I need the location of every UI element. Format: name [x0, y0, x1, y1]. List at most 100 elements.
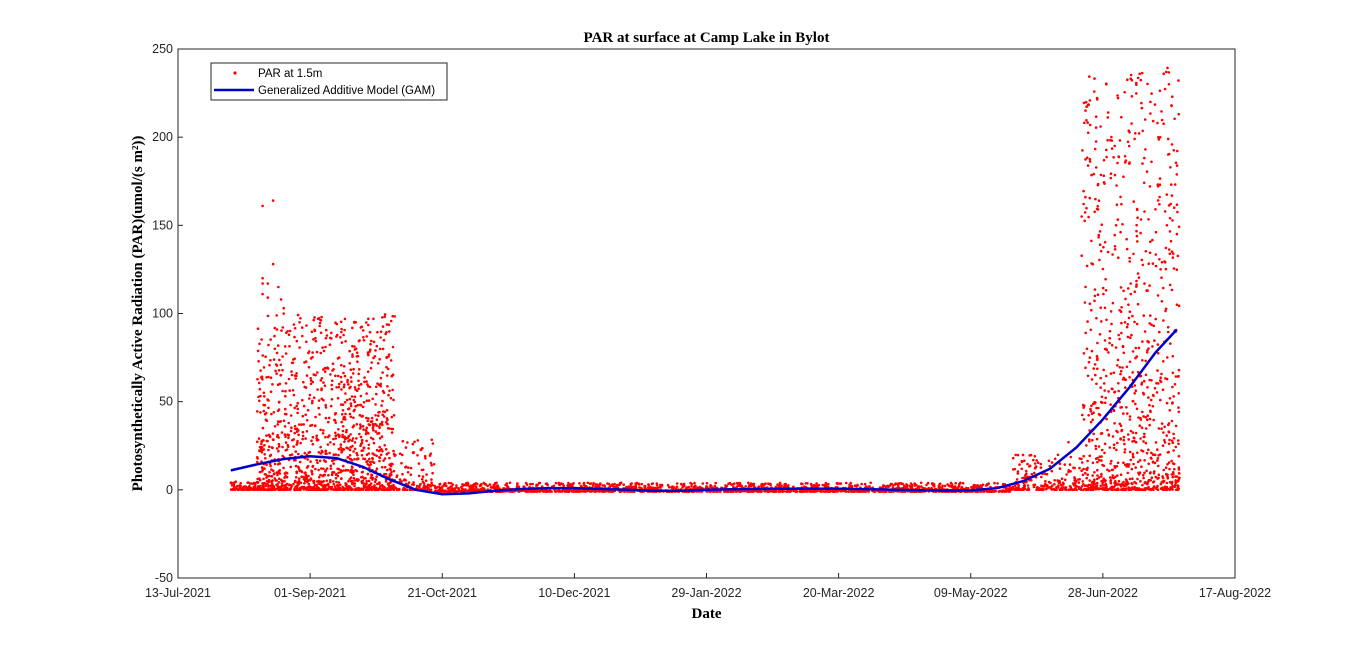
par-point	[343, 437, 347, 441]
par-point	[1110, 139, 1114, 142]
par-point	[806, 482, 809, 485]
par-point	[1046, 486, 1050, 490]
par-point	[257, 360, 260, 363]
par-point	[940, 486, 944, 490]
par-point	[365, 399, 369, 403]
par-point	[370, 416, 374, 420]
par-point	[349, 376, 353, 379]
par-point	[256, 377, 259, 381]
par-point	[815, 482, 818, 485]
par-point	[1159, 380, 1163, 384]
par-point	[608, 485, 612, 488]
par-point	[1132, 200, 1135, 203]
par-point	[433, 484, 437, 488]
par-point	[1091, 438, 1094, 442]
par-point	[1085, 468, 1089, 472]
par-point	[1143, 471, 1146, 475]
par-point	[389, 472, 392, 476]
par-point	[1105, 318, 1108, 322]
par-point	[1149, 100, 1152, 104]
par-point	[1150, 92, 1153, 95]
par-point	[1086, 121, 1089, 124]
par-point	[304, 360, 308, 363]
par-point	[259, 369, 262, 372]
par-point	[265, 488, 268, 492]
par-point	[1149, 471, 1152, 474]
par-point	[1128, 486, 1131, 490]
par-point	[264, 457, 267, 460]
par-point	[272, 411, 276, 414]
par-point	[679, 482, 683, 486]
par-point	[1172, 449, 1175, 452]
par-point	[764, 482, 767, 485]
par-point	[289, 414, 293, 417]
par-point	[1088, 196, 1092, 200]
par-point	[319, 351, 323, 355]
par-point	[404, 446, 408, 449]
par-point	[1057, 484, 1060, 487]
par-point	[319, 428, 322, 432]
par-point	[298, 460, 302, 464]
par-point	[343, 317, 347, 321]
par-point	[1092, 432, 1095, 436]
par-point	[1099, 173, 1103, 177]
par-point	[431, 442, 435, 445]
par-point	[1088, 438, 1091, 441]
par-point	[1154, 253, 1158, 256]
par-point	[1093, 90, 1096, 93]
par-point	[327, 487, 330, 491]
par-point	[778, 490, 782, 493]
par-point	[1170, 183, 1173, 186]
par-point	[1119, 286, 1123, 289]
par-point	[1149, 314, 1152, 317]
par-point	[1134, 466, 1137, 469]
par-point	[322, 473, 326, 477]
par-point	[289, 429, 293, 433]
par-point	[883, 490, 886, 493]
par-point	[341, 409, 345, 412]
par-point	[1167, 430, 1170, 434]
par-point	[1072, 466, 1075, 470]
par-point	[1175, 232, 1179, 236]
par-point	[343, 435, 347, 439]
par-point	[262, 477, 265, 481]
par-point	[364, 488, 368, 492]
par-point	[1138, 72, 1141, 76]
chart-title: PAR at surface at Camp Lake in Bylot	[584, 30, 830, 46]
par-point	[1065, 488, 1068, 492]
par-point	[922, 486, 925, 490]
par-point	[1092, 411, 1095, 415]
par-point	[1126, 412, 1129, 415]
par-point	[1137, 276, 1141, 279]
par-point	[329, 404, 333, 408]
par-point	[322, 429, 325, 432]
par-point	[1171, 441, 1175, 445]
par-point	[1121, 483, 1124, 486]
par-point	[1125, 406, 1128, 409]
par-point	[1114, 475, 1117, 479]
par-point	[1146, 414, 1149, 418]
par-point	[318, 321, 322, 325]
par-point	[385, 452, 389, 456]
par-point	[336, 396, 340, 400]
par-point	[340, 413, 344, 416]
par-point	[301, 414, 305, 418]
par-point	[1058, 467, 1062, 470]
par-point	[891, 484, 895, 487]
par-point	[324, 336, 328, 340]
par-point	[376, 330, 379, 334]
par-point	[1162, 319, 1165, 322]
par-point	[315, 350, 319, 354]
par-point	[953, 485, 956, 489]
par-point	[1171, 95, 1174, 98]
par-point	[978, 485, 982, 489]
par-point	[334, 374, 337, 378]
par-point	[392, 398, 395, 402]
par-point	[348, 386, 351, 390]
par-point	[271, 446, 274, 450]
par-point	[1119, 424, 1123, 428]
par-point	[1127, 316, 1131, 320]
par-point	[1160, 422, 1164, 425]
x-tick-label: 17-Aug-2022	[1199, 586, 1271, 600]
par-point	[1088, 302, 1092, 306]
